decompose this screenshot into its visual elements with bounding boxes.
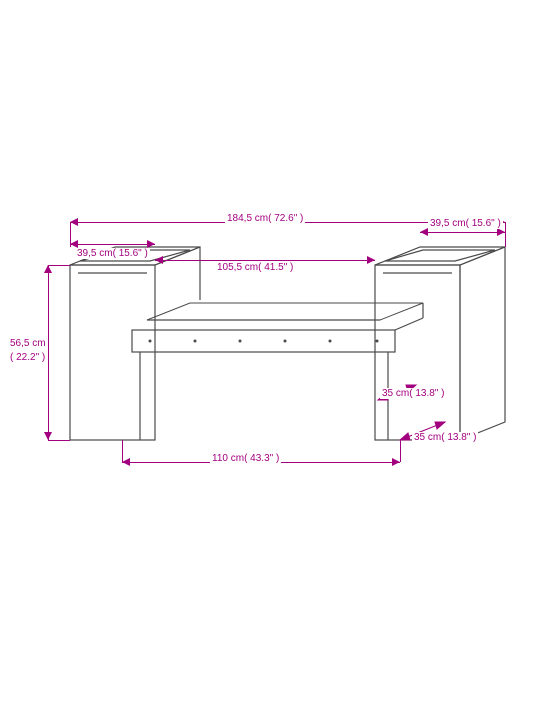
dim-box-width-right — [420, 232, 505, 233]
label-height-cm: 56,5 cm — [8, 338, 48, 349]
label-height-in: ( 22.2" ) — [8, 352, 47, 363]
dim-height — [48, 265, 49, 440]
diagram-canvas: 184,5 cm( 72.6" ) 39,5 cm( 15.6" ) 105,5… — [0, 0, 540, 720]
dim-bench-width — [155, 260, 375, 261]
label-depth-front: 35 cm( 13.8" ) — [412, 432, 478, 443]
label-bench-width: 105,5 cm( 41.5" ) — [215, 262, 295, 273]
label-box-width-left: 39,5 cm( 15.6" ) — [75, 248, 150, 259]
label-bottom-width: 110 cm( 43.3" ) — [210, 453, 281, 464]
label-depth-side: 35 cm( 13.8" ) — [380, 388, 446, 399]
furniture-outline — [0, 0, 540, 720]
label-total-width: 184,5 cm( 72.6" ) — [225, 213, 305, 224]
dim-box-width-left — [70, 244, 155, 245]
label-box-width-right: 39,5 cm( 15.6" ) — [428, 218, 503, 229]
